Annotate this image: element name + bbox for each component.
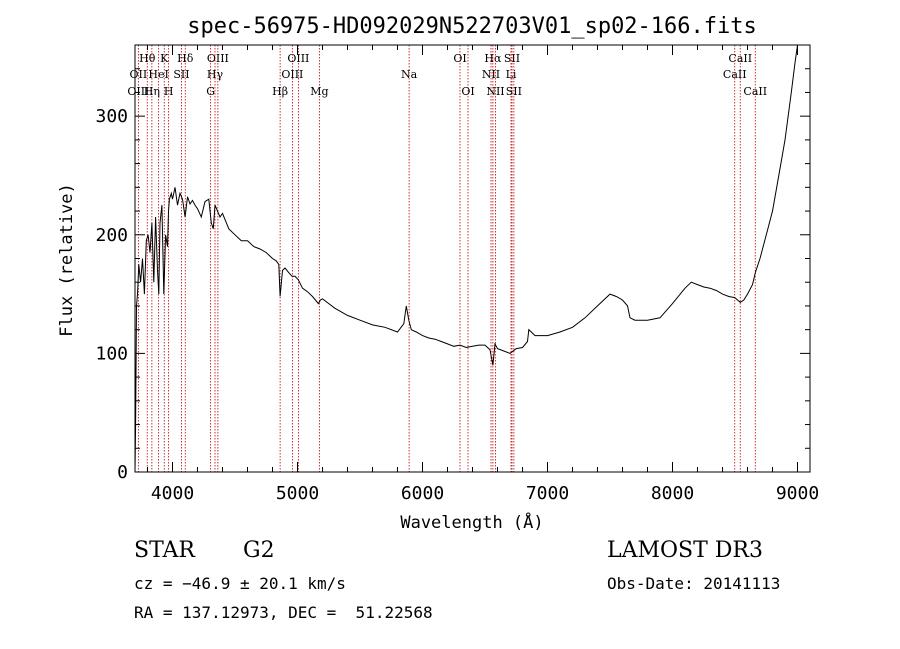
spectral-subclass: G2 (243, 538, 275, 563)
spectral-line-label: Hθ (139, 52, 156, 65)
observation-date: Obs-Date: 20141113 (607, 574, 781, 593)
spectral-line-label: CaII (728, 52, 752, 65)
spectral-line-label: Hα (484, 52, 502, 65)
spectral-line-label: Li (506, 68, 517, 81)
x-tick-label: 9000 (776, 483, 819, 504)
chart-title: spec-56975-HD092029N522703V01_sp02-166.f… (187, 14, 757, 39)
spectral-line-label: OII (130, 68, 148, 81)
spectrum-series (134, 44, 799, 473)
spectral-line-label: K (160, 52, 169, 65)
object-class: STAR (134, 538, 195, 563)
spectral-line-label: Hδ (177, 52, 194, 65)
spectral-line-label: OIII (127, 85, 149, 98)
spectral-line-label: OIII (287, 52, 309, 65)
spectral-line-label: SII (504, 52, 520, 65)
x-axis-label: Wavelength (Å) (400, 511, 543, 533)
x-tick-label: 8000 (651, 483, 694, 504)
spectral-line-label: NII (482, 68, 500, 81)
spectral-line-label: G (206, 85, 215, 98)
spectral-line-label: OIII (281, 68, 303, 81)
x-tick-label: 6000 (401, 483, 444, 504)
redshift-velocity: cz = −46.9 ± 20.1 km/s (134, 574, 346, 593)
plot-frame (134, 44, 811, 473)
spectral-line-label: OIII (207, 52, 229, 65)
sky-coordinates: RA = 137.12973, DEC = 51.22568 (134, 603, 433, 622)
spectral-line-label: Na (401, 68, 418, 81)
spectral-line-label: SII (173, 68, 189, 81)
spectral-line-label: Hη (144, 85, 160, 98)
spectral-line-label: Mg (310, 85, 328, 98)
spectral-line-label: Hβ (272, 85, 288, 98)
spectral-line-label: NII (486, 85, 504, 98)
spectral-line-label: Hγ (207, 68, 224, 81)
y-tick-label: 200 (95, 225, 128, 246)
x-tick-label: 4000 (151, 483, 194, 504)
spectral-line-label: HeI (148, 68, 168, 81)
y-axis-label: Flux (relative) (57, 183, 77, 337)
survey-name: LAMOST DR3 (607, 538, 763, 563)
y-tick-label: 300 (95, 106, 128, 127)
x-axis-ticks: 4000 5000 6000 7000 8000 9000 (147, 45, 819, 504)
spectral-line-label: CaII (723, 68, 747, 81)
spectral-line-label: SII (506, 85, 522, 98)
y-tick-label: 0 (117, 462, 128, 483)
spectral-line-label: OI (453, 52, 466, 65)
y-tick-label: 100 (95, 343, 128, 364)
spectral-line-label: H (164, 85, 174, 98)
y-axis-ticks: 0 100 200 300 (95, 68, 810, 483)
x-tick-label: 5000 (276, 483, 319, 504)
spectral-line-label: CaII (743, 85, 767, 98)
spectral-line-label: OI (461, 85, 474, 98)
spectral-line-markers: Hθ OII OIII HeI Hη K SII H Hδ OIII Hγ G Hβ OIII OIII Mg… (127, 45, 767, 472)
x-tick-label: 7000 (526, 483, 569, 504)
